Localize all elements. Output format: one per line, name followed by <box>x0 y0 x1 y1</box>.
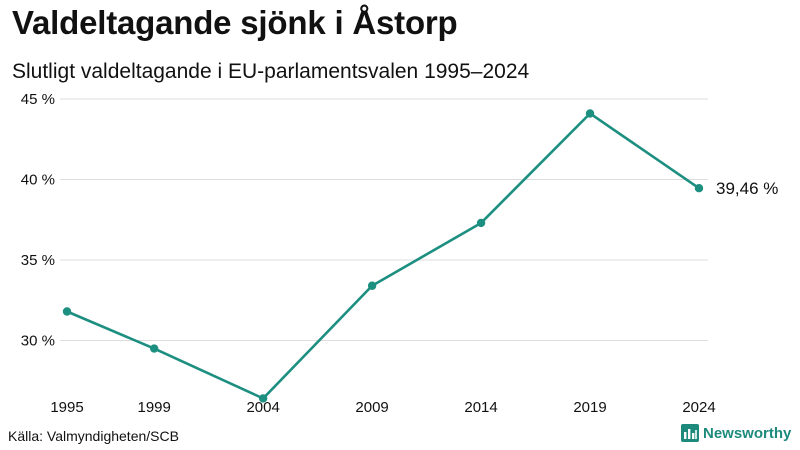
x-axis-ticks: 1995 1999 2004 2009 2014 2019 2024 <box>50 399 715 416</box>
x-tick-label: 1995 <box>50 399 83 416</box>
series-line <box>65 112 701 400</box>
brand-name: Newsworthy <box>703 424 792 442</box>
data-point <box>694 183 704 193</box>
source-note: Källa: Valmyndigheten/SCB <box>8 428 179 444</box>
data-point <box>476 218 486 228</box>
chart-title: Valdeltagande sjönk i Åstorp <box>12 4 458 41</box>
data-point <box>585 109 595 118</box>
data-label-layer: 39,46 % <box>716 179 778 198</box>
data-point <box>367 281 377 290</box>
x-tick-label: 2024 <box>682 399 715 416</box>
y-tick-label: 30 % <box>21 332 55 349</box>
end-value-label: 39,46 % <box>716 179 778 198</box>
data-point <box>62 307 72 316</box>
series-layer <box>62 109 704 403</box>
data-point <box>149 344 159 353</box>
x-tick-label: 1999 <box>137 399 170 416</box>
y-tick-label: 40 % <box>21 171 55 188</box>
x-tick-label: 2019 <box>573 399 606 416</box>
data-point <box>258 394 268 403</box>
y-tick-label: 35 % <box>21 252 55 269</box>
y-axis-ticks: 30 % 35 % 40 % 45 % <box>21 91 55 349</box>
y-tick-label: 45 % <box>21 91 55 108</box>
bar-chart-logo-icon <box>681 424 699 442</box>
x-tick-label: 2009 <box>355 399 388 416</box>
x-tick-label: 2004 <box>246 399 279 416</box>
brand-logo[interactable]: Newsworthy <box>681 424 791 442</box>
grid-layer <box>60 98 708 341</box>
chart-subtitle: Slutligt valdeltagande i EU-parlamentsva… <box>12 60 530 83</box>
x-tick-label: 2014 <box>464 399 497 416</box>
